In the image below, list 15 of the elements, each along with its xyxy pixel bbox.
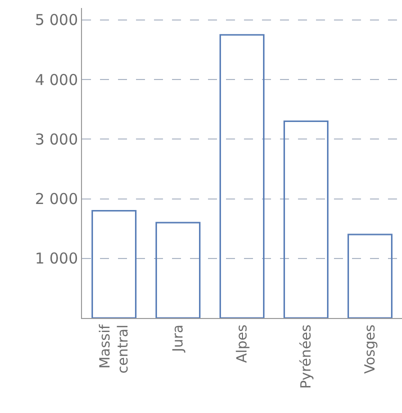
y-tick-label: 3 000	[35, 130, 78, 148]
x-tick-label: Massif central	[97, 324, 132, 374]
bar	[283, 120, 329, 318]
bar	[219, 34, 265, 318]
y-tick-label: 2 000	[35, 190, 78, 208]
x-tick-label: Alpes	[234, 324, 251, 363]
y-tick-label: 5 000	[35, 11, 78, 30]
x-tick-label: Jura	[170, 324, 187, 353]
y-tick-label: 1 000	[35, 250, 78, 268]
bar	[347, 234, 393, 318]
x-tick-label: Pyrénées	[298, 324, 315, 389]
bar	[155, 222, 201, 318]
bar	[91, 210, 137, 318]
y-tick-label: 4 000	[35, 70, 78, 89]
x-tick-label: Vosges	[362, 324, 379, 374]
